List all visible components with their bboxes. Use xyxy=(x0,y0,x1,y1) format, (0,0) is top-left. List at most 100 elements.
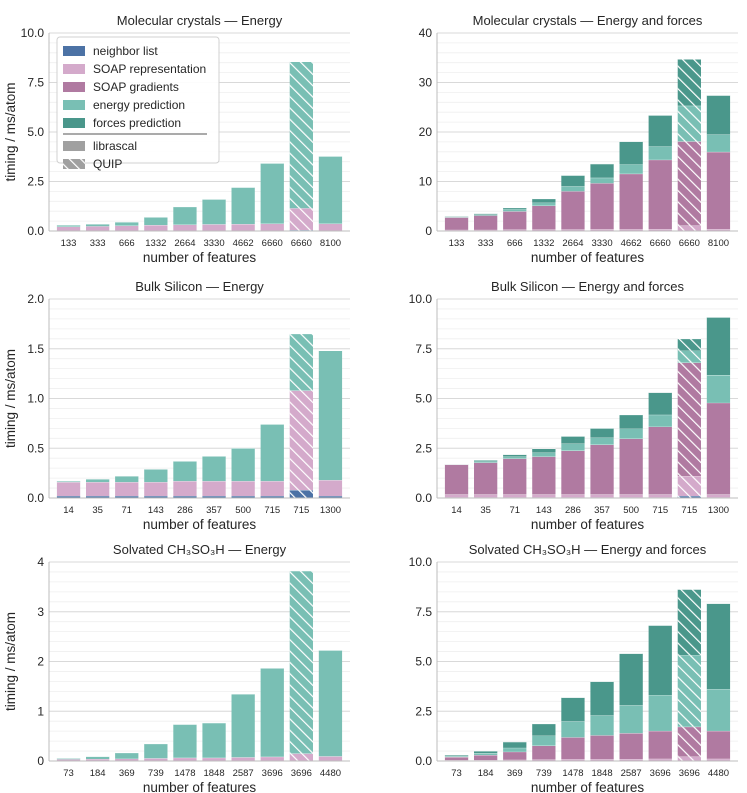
bar-segment-energy-prediction xyxy=(86,224,110,227)
x-tick-label: 184 xyxy=(90,768,106,779)
bar-segment-soap-representation xyxy=(561,494,585,498)
y-tick-label: 5.0 xyxy=(415,392,432,406)
x-tick-label: 3696 xyxy=(650,768,671,779)
bar-segment-energy-prediction xyxy=(231,694,255,758)
x-tick-label: 143 xyxy=(148,505,164,516)
bar-segment-soap-representation xyxy=(318,223,343,231)
bar-segment-soap-representation xyxy=(144,482,168,497)
bar-segment-soap-gradients xyxy=(444,757,469,761)
x-tick-label: 739 xyxy=(536,768,552,779)
bar-segment-forces-prediction xyxy=(561,175,585,187)
x-axis-label: number of features xyxy=(531,780,645,793)
bar-segment-forces-prediction xyxy=(503,454,527,457)
bar-segment-energy-prediction xyxy=(648,414,672,427)
legend-label: librascal xyxy=(93,139,137,153)
x-tick-label: 6660 xyxy=(262,238,283,249)
chart-panel-4: 0 1 2 3 4 73 184 369 739 1478 1848 2587 3696 3696 4480… xyxy=(3,542,350,793)
bar-segment-soap-representation xyxy=(144,225,168,231)
bar-segment-soap-representation xyxy=(144,758,168,761)
bar-segment-soap-gradients xyxy=(474,755,498,761)
x-tick-label: 4662 xyxy=(621,238,642,249)
bar-segment-energy-prediction xyxy=(144,217,168,226)
legend-hatch-overlay xyxy=(63,159,85,169)
bar-segment-soap-gradients xyxy=(444,464,469,495)
bar-segment-soap-representation xyxy=(86,226,110,231)
x-tick-label: 369 xyxy=(119,768,135,779)
y-tick-label: 2.5 xyxy=(415,704,432,718)
x-tick-label: 35 xyxy=(480,505,491,516)
bar-segment-neighbor-list xyxy=(144,496,168,498)
bar-hatch-overlay xyxy=(677,225,701,231)
bar-segment-forces-prediction xyxy=(503,207,527,210)
bar-hatch-overlay xyxy=(289,333,313,391)
chart-title: Molecular crystals — Energy xyxy=(117,13,283,28)
bar-segment-soap-gradients xyxy=(503,458,527,495)
x-tick-label: 71 xyxy=(121,505,132,516)
y-tick-label: 7.5 xyxy=(415,605,432,619)
bar-segment-soap-representation xyxy=(115,482,139,497)
bar-segment-energy-prediction xyxy=(532,452,556,457)
bar-segment-energy-prediction xyxy=(144,469,168,483)
bar-segment-soap-representation xyxy=(561,759,585,761)
x-tick-label: 333 xyxy=(90,238,106,249)
x-tick-label: 357 xyxy=(206,505,222,516)
bar-segment-soap-gradients xyxy=(648,730,672,759)
bar-segment-soap-representation xyxy=(231,757,255,761)
y-axis-label: timing / ms/atom xyxy=(3,349,18,448)
bar-segment-soap-representation xyxy=(56,226,81,231)
y-tick-label: 0.0 xyxy=(415,754,432,768)
x-tick-label: 715 xyxy=(264,505,280,516)
bar-segment-forces-prediction xyxy=(590,428,614,438)
bar-segment-soap-representation xyxy=(260,756,284,761)
bar-segment-soap-representation xyxy=(474,760,498,761)
bar-hatch-overlay xyxy=(677,105,701,142)
y-tick-label: 0.0 xyxy=(27,491,44,505)
bar-segment-soap-representation xyxy=(706,494,731,498)
bar-segment-energy-prediction xyxy=(56,758,81,760)
bar-segment-energy-prediction xyxy=(590,437,614,445)
bar-segment-soap-gradients xyxy=(619,438,643,495)
bar-segment-soap-gradients xyxy=(561,737,585,760)
bar-hatch-overlay xyxy=(677,338,701,351)
bar-segment-neighbor-list xyxy=(260,496,284,498)
bar-segment-soap-representation xyxy=(706,758,731,761)
x-tick-label: 35 xyxy=(92,505,103,516)
bar-segment-forces-prediction xyxy=(706,95,731,135)
x-tick-label: 1848 xyxy=(203,768,224,779)
bar-hatch-overlay xyxy=(677,756,701,761)
bar-segment-energy-prediction xyxy=(503,747,527,752)
bar-segment-energy-prediction xyxy=(115,222,139,226)
bar-segment-soap-representation xyxy=(590,759,614,761)
bar-segment-energy-prediction xyxy=(590,715,614,736)
x-tick-label: 715 xyxy=(293,505,309,516)
bar-segment-forces-prediction xyxy=(648,625,672,696)
x-tick-label: 500 xyxy=(235,505,251,516)
x-tick-label: 73 xyxy=(451,768,462,779)
bar-segment-energy-prediction xyxy=(202,722,226,758)
x-axis-label: number of features xyxy=(143,780,257,793)
x-tick-label: 6660 xyxy=(291,238,312,249)
bar-segment-energy-prediction xyxy=(173,724,197,758)
bar-segment-forces-prediction xyxy=(561,697,585,722)
bar-segment-soap-representation xyxy=(503,494,527,498)
x-tick-label: 1332 xyxy=(533,238,554,249)
bar-segment-energy-prediction xyxy=(619,705,643,734)
bar-segment-forces-prediction xyxy=(648,392,672,415)
y-axis-label: timing / ms/atom xyxy=(3,612,18,711)
bar-segment-soap-representation xyxy=(231,224,255,231)
x-tick-label: 1300 xyxy=(320,505,341,516)
chart-title: Solvated CH₃SO₃H — Energy xyxy=(113,542,287,557)
bar-segment-energy-prediction xyxy=(619,428,643,439)
y-tick-label: 5.0 xyxy=(27,125,44,139)
bar-segment-soap-representation xyxy=(474,229,498,231)
bar-segment-forces-prediction xyxy=(474,460,498,462)
bar-segment-energy-prediction xyxy=(260,424,284,482)
bar-segment-soap-representation xyxy=(590,494,614,498)
y-tick-label: 2.5 xyxy=(27,175,44,189)
legend-label: neighbor list xyxy=(93,44,158,58)
x-tick-label: 6660 xyxy=(650,238,671,249)
bar-segment-soap-representation xyxy=(619,494,643,498)
bar-segment-energy-prediction xyxy=(115,476,139,483)
x-tick-label: 14 xyxy=(451,505,462,516)
y-tick-label: 2.5 xyxy=(415,441,432,455)
